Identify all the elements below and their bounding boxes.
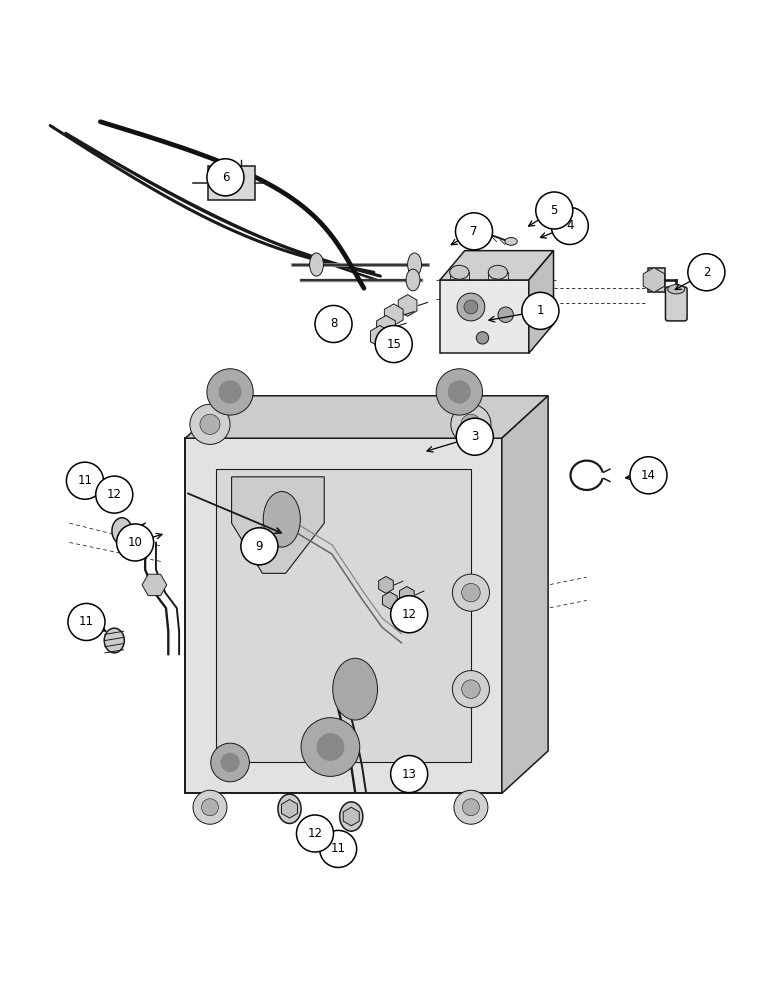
Ellipse shape [278, 794, 301, 823]
FancyBboxPatch shape [665, 287, 687, 321]
Polygon shape [185, 396, 548, 438]
Circle shape [391, 596, 428, 633]
Circle shape [462, 680, 480, 698]
Circle shape [462, 583, 480, 602]
Text: 13: 13 [401, 768, 417, 781]
Circle shape [296, 815, 334, 852]
Text: 15: 15 [386, 338, 401, 351]
Circle shape [117, 524, 154, 561]
Polygon shape [502, 396, 548, 793]
Circle shape [190, 404, 230, 444]
Polygon shape [382, 592, 398, 609]
Text: 12: 12 [307, 827, 323, 840]
Text: 8: 8 [330, 317, 337, 330]
Polygon shape [440, 251, 554, 280]
Text: 10: 10 [127, 536, 143, 549]
Ellipse shape [310, 253, 323, 276]
Ellipse shape [104, 628, 124, 653]
Circle shape [96, 476, 133, 513]
Circle shape [200, 414, 220, 434]
Text: 12: 12 [401, 608, 417, 621]
Circle shape [207, 159, 244, 196]
Polygon shape [398, 295, 417, 316]
Ellipse shape [408, 253, 422, 276]
Polygon shape [396, 607, 411, 624]
Circle shape [688, 254, 725, 291]
Text: 11: 11 [77, 474, 93, 487]
Text: 14: 14 [641, 469, 656, 482]
Ellipse shape [333, 658, 378, 720]
Text: 1: 1 [537, 304, 544, 317]
Text: 3: 3 [471, 430, 479, 443]
Ellipse shape [125, 529, 145, 556]
Text: 11: 11 [330, 842, 346, 855]
Circle shape [551, 207, 588, 244]
Circle shape [630, 457, 667, 494]
Polygon shape [185, 438, 502, 793]
Ellipse shape [340, 802, 363, 831]
Text: 6: 6 [222, 171, 229, 184]
Ellipse shape [449, 265, 469, 279]
Ellipse shape [488, 265, 508, 279]
Circle shape [241, 528, 278, 565]
Circle shape [452, 574, 489, 611]
Circle shape [193, 790, 227, 824]
Circle shape [457, 293, 485, 321]
Circle shape [456, 418, 493, 455]
Circle shape [66, 462, 103, 499]
Polygon shape [344, 807, 359, 826]
Circle shape [451, 404, 491, 444]
Circle shape [448, 380, 471, 403]
Circle shape [476, 332, 489, 344]
Circle shape [315, 305, 352, 343]
Polygon shape [440, 280, 529, 353]
Polygon shape [208, 166, 255, 200]
Polygon shape [377, 315, 395, 337]
Circle shape [536, 192, 573, 229]
Text: 7: 7 [470, 225, 478, 238]
Circle shape [375, 326, 412, 363]
Circle shape [317, 733, 344, 761]
Polygon shape [384, 304, 403, 326]
Circle shape [320, 830, 357, 867]
Polygon shape [399, 586, 415, 603]
Circle shape [498, 307, 513, 322]
Ellipse shape [263, 492, 300, 547]
Circle shape [207, 369, 253, 415]
Polygon shape [216, 469, 471, 762]
Circle shape [464, 300, 478, 314]
Polygon shape [643, 268, 665, 292]
Text: 9: 9 [256, 540, 263, 553]
Circle shape [436, 369, 482, 415]
Circle shape [68, 603, 105, 641]
Text: 11: 11 [79, 615, 94, 628]
Ellipse shape [406, 269, 420, 291]
Polygon shape [232, 477, 324, 573]
Polygon shape [142, 574, 167, 596]
Circle shape [455, 213, 493, 250]
Polygon shape [378, 576, 394, 593]
Polygon shape [648, 268, 665, 292]
Text: 5: 5 [550, 204, 558, 217]
Circle shape [461, 414, 481, 434]
Text: 12: 12 [107, 488, 122, 501]
Polygon shape [529, 251, 554, 353]
Polygon shape [282, 800, 297, 818]
Text: 2: 2 [703, 266, 710, 279]
Ellipse shape [668, 285, 685, 294]
Circle shape [454, 790, 488, 824]
Ellipse shape [112, 518, 132, 544]
Circle shape [221, 753, 239, 772]
Circle shape [301, 718, 360, 776]
Circle shape [391, 756, 428, 793]
Text: 4: 4 [566, 219, 574, 232]
Polygon shape [371, 326, 389, 347]
Circle shape [201, 799, 218, 816]
Circle shape [452, 671, 489, 708]
Circle shape [462, 799, 479, 816]
Circle shape [522, 292, 559, 329]
Circle shape [211, 743, 249, 782]
Circle shape [218, 380, 242, 403]
Ellipse shape [505, 238, 517, 245]
